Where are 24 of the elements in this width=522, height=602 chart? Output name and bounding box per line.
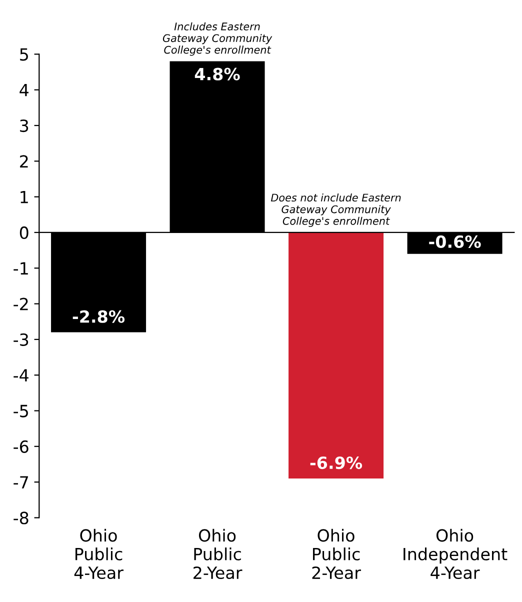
x-tick-label: Ohio Public 2-Year xyxy=(312,528,361,580)
data-label: 4.8% xyxy=(194,68,240,80)
y-tick-label: 5 xyxy=(20,48,28,61)
y-tick-label: -7 xyxy=(14,476,28,488)
y-tick-label: 2 xyxy=(20,155,28,168)
y-tick-label: 3 xyxy=(20,119,28,132)
x-tick-label: Ohio Public 4-Year xyxy=(74,528,124,580)
y-tick-label: 4 xyxy=(20,84,28,96)
x-tick-label: Ohio Public 2-Year xyxy=(194,528,242,580)
y-tick-label: -3 xyxy=(14,333,28,346)
data-label: -2.8% xyxy=(72,310,125,323)
annotation: Includes Eastern Gateway Community College's enrollment xyxy=(162,22,272,56)
y-tick-label: 0 xyxy=(20,226,28,240)
y-tick-label: -4 xyxy=(14,369,28,382)
y-tick-label: -2 xyxy=(14,298,28,310)
y-tick-label: -8 xyxy=(14,512,28,524)
data-label: -6.9% xyxy=(310,456,362,470)
data-label: -0.6% xyxy=(429,235,481,248)
y-tick-label: -5 xyxy=(14,404,28,418)
annotation: Does not include Eastern Gateway Community College's enrollment xyxy=(270,194,401,227)
x-tick-label: Ohio Independent 4-Year xyxy=(404,528,508,580)
y-tick-label: 1 xyxy=(20,190,28,204)
y-tick-label: -6 xyxy=(14,440,28,453)
y-tick-label: -1 xyxy=(14,262,28,274)
